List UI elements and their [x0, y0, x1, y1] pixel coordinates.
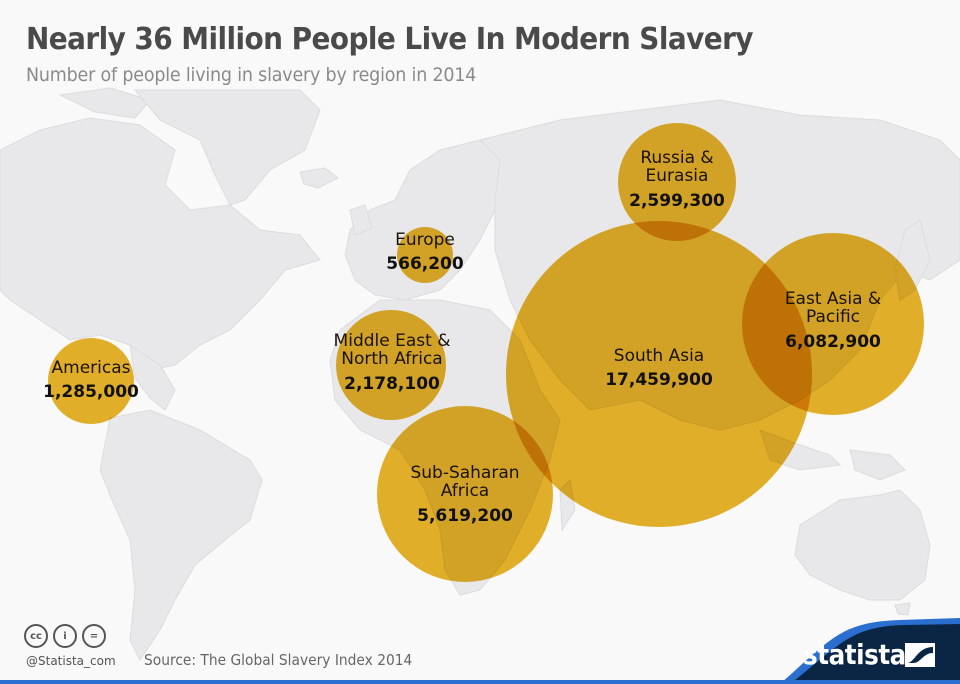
bubble-russia: [618, 123, 736, 241]
statista-handle: @Statista_com: [26, 654, 116, 668]
australia-landmass: [794, 489, 931, 601]
greenland-landmass: [133, 89, 321, 206]
region-name: North Africa: [341, 349, 443, 370]
bubble-label-ssa: Sub-Saharan Africa 5,619,200: [410, 464, 519, 525]
bubble-east-asia: [742, 233, 924, 415]
region-name: Europe: [395, 230, 455, 250]
region-value: 2,178,100: [344, 373, 440, 394]
attribution-icon: i: [53, 624, 77, 648]
statista-logo-icon: [905, 643, 935, 667]
region-value: 6,082,900: [785, 331, 881, 352]
bubble-label-east-asia: East Asia & Pacific 6,082,900: [785, 290, 881, 351]
region-value: 566,200: [386, 254, 464, 275]
north-america-landmass: [0, 117, 321, 371]
bubble-mena: [336, 310, 446, 420]
region-name: Americas: [51, 358, 131, 378]
region-name: Sub-Saharan: [410, 463, 520, 483]
europe-landmass: [344, 139, 501, 301]
region-name: Africa: [440, 481, 490, 502]
region-name: East Asia &: [784, 289, 882, 309]
region-value: 5,619,200: [417, 505, 513, 526]
region-name: Middle East &: [333, 331, 451, 351]
region-name: Pacific: [805, 307, 861, 328]
noderivs-icon: =: [82, 624, 106, 648]
bubble-label-americas: Americas 1,285,000: [43, 359, 139, 402]
bubble-europe: [397, 227, 453, 283]
region-name: Russia &: [640, 148, 714, 168]
source-note: Source: The Global Slavery Index 2014: [144, 651, 413, 669]
bubble-label-south-asia: South Asia 17,459,900: [605, 347, 713, 390]
south-america-landmass: [99, 409, 263, 661]
bubble-americas: [48, 338, 134, 424]
license-icons: cc i =: [24, 624, 106, 648]
region-value: 2,599,300: [629, 190, 725, 211]
footer-band: [0, 618, 960, 684]
statista-logo: statista: [803, 638, 906, 671]
bubble-label-mena: Middle East & North Africa 2,178,100: [334, 332, 451, 393]
bubble-label-russia: Russia & Eurasia 2,599,300: [629, 149, 725, 210]
bubble-label-europe: Europe 566,200: [386, 231, 463, 274]
chart-subtitle: Number of people living in slavery by re…: [26, 64, 477, 86]
chart-title: Nearly 36 Million People Live In Modern …: [26, 22, 753, 57]
region-value: 1,285,000: [43, 382, 139, 403]
cc-icon: cc: [24, 624, 48, 648]
region-value: 17,459,900: [605, 370, 713, 391]
region-name: South Asia: [613, 346, 705, 366]
region-name: Eurasia: [645, 166, 709, 187]
